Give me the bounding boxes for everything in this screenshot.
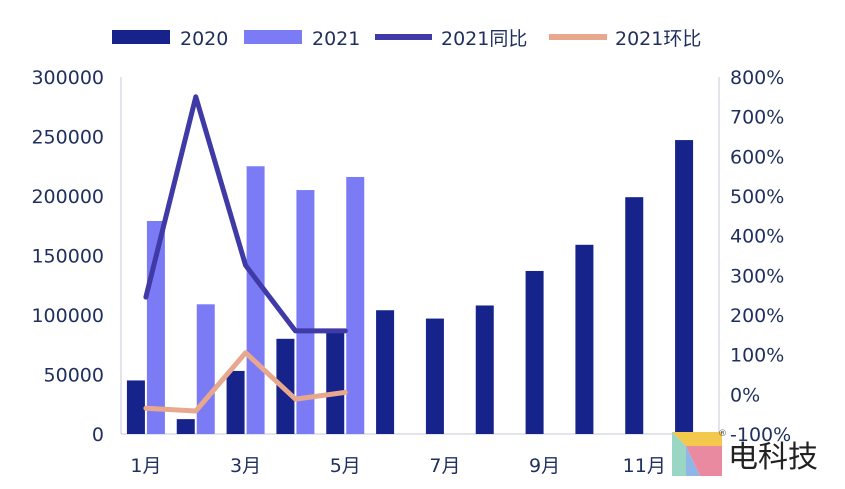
y-right-tick-label: 200% (730, 305, 784, 327)
x-tick-label: 5月 (330, 455, 361, 477)
legend-label-2021-mom: 2021环比 (615, 28, 701, 50)
y-left-tick-label: 150000 (31, 246, 104, 268)
bar-2020-5月 (326, 332, 345, 434)
y-right-tick-label: 100% (730, 345, 784, 367)
watermark-logo (672, 432, 722, 476)
bar-2021-5月 (346, 176, 365, 434)
x-tick-label: 9月 (529, 455, 560, 477)
x-tick-label: 3月 (230, 455, 261, 477)
bar-2020-3月 (226, 370, 245, 434)
y-left-tick-label: 0 (92, 424, 104, 446)
x-tick-label: 1月 (130, 455, 161, 477)
y-right-tick-label: 400% (730, 226, 784, 248)
legend-label-2021: 2021 (312, 28, 360, 50)
legend-swatch-2021 (244, 30, 302, 44)
bar-2021-3月 (246, 166, 265, 434)
y-right-tick-label: 500% (730, 186, 784, 208)
line-2021同比 (143, 94, 348, 334)
legend: 2020 2021 2021同比 2021环比 (112, 28, 701, 50)
bar-series (126, 140, 694, 434)
bar-2020-12月 (675, 140, 694, 434)
bar-2020-8月 (475, 305, 494, 434)
legend-label-2020: 2020 (180, 28, 228, 50)
x-tick-label: 7月 (429, 455, 460, 477)
watermark-registered-mark: ® (718, 429, 727, 439)
bar-2020-6月 (376, 310, 395, 434)
x-tick-label: 11月 (623, 455, 666, 477)
y-right-tick-label: 800% (730, 67, 784, 89)
y-left-tick-label: 200000 (31, 186, 104, 208)
y-axis-left-ticks: 0 50000 100000 150000 200000 250000 300000 (31, 67, 104, 446)
bar-2021-2月 (196, 304, 215, 434)
bar-2021-4月 (296, 190, 315, 434)
x-axis-ticks: 1月 3月 5月 7月 9月 11月 (130, 455, 665, 477)
y-right-tick-label: 600% (730, 146, 784, 168)
bar-2020-11月 (625, 197, 644, 434)
bar-2020-7月 (425, 318, 444, 434)
y-right-tick-label: -100% (730, 424, 791, 446)
legend-swatch-2020 (112, 30, 170, 44)
y-left-tick-label: 50000 (44, 365, 104, 387)
bar-2020-2月 (176, 419, 195, 434)
line-series (143, 94, 348, 414)
y-right-tick-label: 300% (730, 265, 784, 287)
bar-2020-10月 (575, 244, 594, 434)
y-axis-right-ticks: -100% 0% 100% 200% 300% 400% 500% 600% 700% 800% (730, 67, 791, 446)
watermark: 电科技 ® (672, 429, 818, 476)
y-left-tick-label: 250000 (31, 127, 104, 149)
line-2021环比 (143, 350, 348, 414)
watermark-text: 电科技 (728, 440, 818, 475)
bar-2020-1月 (126, 380, 145, 434)
bar-2020-9月 (525, 270, 544, 434)
y-right-tick-label: 0% (730, 384, 760, 406)
y-right-tick-label: 700% (730, 107, 784, 129)
legend-label-2021-yoy: 2021同比 (441, 28, 527, 50)
y-left-tick-label: 300000 (31, 67, 104, 89)
y-left-tick-label: 100000 (31, 305, 104, 327)
